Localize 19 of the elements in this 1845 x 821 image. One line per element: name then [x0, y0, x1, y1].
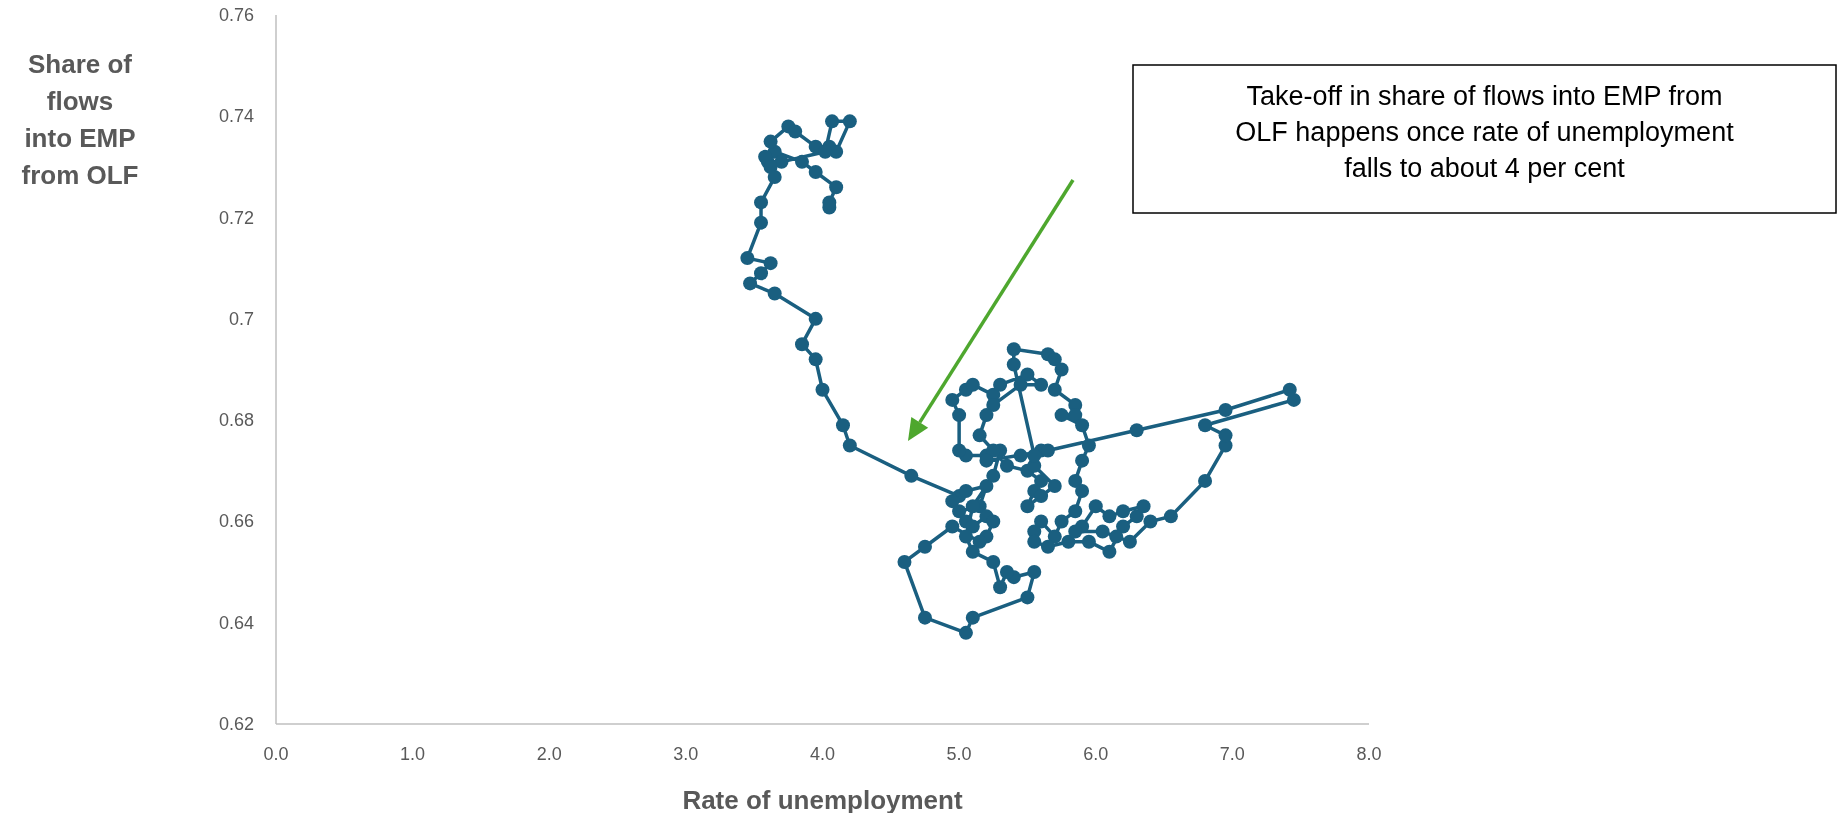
x-tick-label: 5.0: [946, 744, 972, 764]
y-tick-label: 0.68: [218, 410, 254, 431]
x-tick-label: 4.0: [809, 744, 836, 764]
x-tick-label: 6.0: [1083, 744, 1109, 764]
y-tick-label: 0.62: [218, 714, 254, 734]
y-tick-label: 0.66: [218, 511, 254, 532]
x-tick-label: 0.0: [263, 744, 289, 764]
y-tick-label: 0.64: [218, 612, 254, 633]
x-tick-label: 1.0: [400, 744, 426, 764]
y-tick-label: 0.7: [228, 308, 254, 329]
y-tick-label: 0.76: [218, 5, 254, 25]
x-tick-label: 8.0: [1356, 744, 1382, 764]
x-tick-label: 3.0: [673, 744, 699, 764]
x-tick-label: 7.0: [1219, 744, 1245, 764]
y-tick-label: 0.74: [218, 106, 254, 127]
y-axis-title: Share of flows into EMP from OLF: [21, 49, 139, 190]
x-tick-label: 2.0: [536, 744, 562, 764]
y-tick-label: 0.72: [218, 207, 254, 228]
annotation: Take-off in share of flows into EMP from OLF happens once rate of unemployment falls to about 4 per cent: [1235, 81, 1735, 183]
